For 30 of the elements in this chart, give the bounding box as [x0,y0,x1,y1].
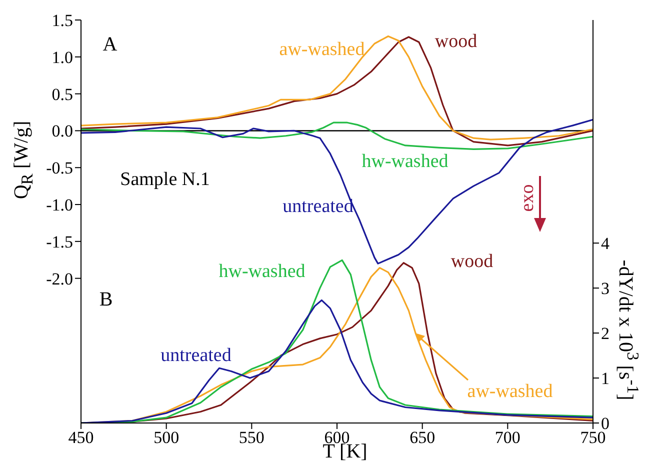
series-label: untreated [160,345,232,367]
series-label: aw-washed [467,381,553,403]
series-label: hw-washed [362,151,448,173]
y2-tick-label: 3 [601,279,610,298]
annotation: B [99,288,113,312]
y-tick-label: -1.0 [46,196,73,215]
y-tick-label: -2.0 [46,269,73,288]
series-label: aw-washed [279,39,365,61]
y-tick-label: 0.0 [52,122,73,141]
series-label: hw-washed [218,261,306,283]
x-tick-label: 700 [494,428,520,448]
y-tick-label: 1.0 [52,48,73,67]
annotation: A [102,34,118,56]
annotation: Sample N.1 [120,169,210,191]
series-label: wood [450,251,494,273]
series-label: untreated [282,196,354,218]
y-tick-label: -1.5 [46,232,73,252]
annotation: exo [517,184,539,212]
y-tick-label: 0.5 [52,84,73,104]
series-label: wood [434,31,478,53]
y2-tick-label: 2 [601,324,610,344]
x-tick-label: 500 [154,428,180,448]
x-tick-label: 750 [580,428,606,448]
y-tick-label: 1.5 [52,11,73,30]
x-tick-label: 450 [68,428,94,448]
y2-tick-label: 4 [601,234,610,254]
x-tick-label: 650 [410,428,436,448]
x-tick-label: 550 [238,428,264,448]
y-tick-label: -0.5 [46,158,73,178]
y2-tick-label: 1 [601,369,610,388]
